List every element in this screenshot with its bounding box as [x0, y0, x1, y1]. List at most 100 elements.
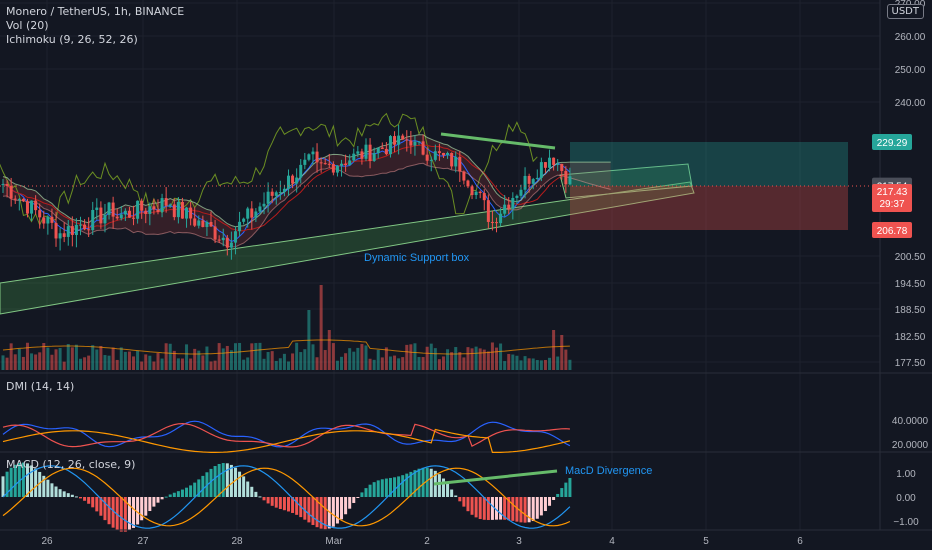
volume-bar — [274, 360, 278, 370]
volume-bar — [5, 357, 9, 370]
macd-histogram-bar — [176, 491, 180, 497]
candle-body — [262, 203, 266, 207]
ichimoku-indicator-label[interactable]: Ichimoku (9, 26, 52, 26) — [6, 33, 138, 46]
volume-bar — [160, 358, 164, 370]
macd-histogram-bar — [319, 497, 323, 529]
macd-histogram-bar — [50, 483, 54, 497]
volume-bar — [225, 345, 229, 370]
candle-body — [413, 141, 417, 146]
macd-histogram-bar — [201, 475, 205, 497]
macd-histogram-bar — [17, 463, 21, 497]
macd-histogram-bar — [152, 497, 156, 507]
candle-body — [238, 221, 242, 232]
volume-indicator-label[interactable]: Vol (20) — [6, 19, 49, 32]
volume-bar — [511, 354, 515, 370]
volume-bar — [111, 347, 115, 370]
macd-histogram-bar — [99, 497, 103, 516]
candle-body — [474, 191, 478, 196]
volume-bar — [221, 348, 225, 370]
volume-bar — [319, 285, 323, 370]
macd-histogram-bar — [172, 492, 176, 497]
candle-body — [250, 208, 254, 218]
volume-bar — [197, 350, 201, 370]
macd-histogram-bar — [466, 497, 470, 512]
candle-body — [437, 151, 441, 153]
candle-body — [78, 224, 82, 226]
macd-histogram-bar — [393, 477, 397, 497]
volume-bar — [238, 342, 242, 370]
volume-bar — [368, 358, 372, 370]
candle-body — [119, 214, 123, 219]
macd-tick-label: −1.00 — [893, 517, 919, 528]
currency-button[interactable]: USDT — [886, 4, 924, 19]
macd-histogram-bar — [331, 497, 335, 527]
macd-histogram-bar — [356, 497, 360, 498]
price-tick-label: 177.50 — [895, 358, 926, 369]
macd-histogram-bar — [425, 467, 429, 497]
volume-bar — [495, 347, 499, 370]
candle-body — [233, 231, 237, 243]
ichimoku-conversion-line — [2, 138, 571, 243]
volume-bar — [323, 350, 327, 370]
volume-bar — [454, 347, 458, 370]
dmi-legend[interactable]: DMI (14, 14) — [6, 380, 75, 393]
volume-bar — [205, 346, 209, 370]
volume-bar — [433, 348, 437, 370]
volume-bar — [119, 347, 123, 370]
candle-body — [46, 216, 50, 224]
volume-bar — [144, 354, 148, 370]
candle-body — [282, 188, 286, 193]
time-tick-label: 6 — [797, 536, 803, 547]
candle-body — [454, 156, 458, 167]
candle-body — [107, 202, 111, 215]
volume-bar — [87, 355, 91, 370]
macd-histogram-bar — [327, 497, 331, 529]
volume-bar — [450, 352, 454, 370]
macd-histogram-bar — [54, 486, 58, 497]
candle-body — [91, 209, 95, 231]
macd-histogram-bar — [1, 476, 5, 497]
candle-body — [495, 222, 499, 224]
volume-bar — [299, 352, 303, 370]
time-tick-label: 3 — [516, 536, 522, 547]
time-tick-label: 27 — [137, 536, 149, 547]
volume-bar — [409, 344, 413, 370]
time-tick-label: 26 — [41, 536, 53, 547]
macd-histogram-bar — [564, 482, 568, 497]
candle-body — [335, 165, 339, 173]
candle-body — [466, 180, 470, 187]
candle-body — [70, 226, 74, 235]
macd-divergence-annotation: MacD Divergence — [565, 465, 652, 477]
volume-bar — [209, 361, 213, 370]
price-label-box — [872, 134, 912, 150]
macd-histogram-bar — [34, 468, 38, 497]
volume-bar — [499, 343, 503, 370]
volume-bar — [282, 353, 286, 370]
macd-line — [2, 465, 571, 529]
volume-bar — [172, 350, 176, 370]
adx-line — [2, 428, 571, 453]
candle-body — [397, 135, 401, 145]
time-tick-label: 28 — [231, 536, 243, 547]
macd-histogram-bar — [278, 497, 282, 510]
candle-body — [548, 157, 552, 168]
macd-histogram-bar — [454, 495, 458, 497]
volume-bar — [340, 356, 344, 370]
volume-bar — [507, 353, 511, 370]
macd-legend[interactable]: MACD (12, 26, close, 9) — [6, 458, 136, 471]
candle-body — [531, 179, 535, 184]
volume-bar — [180, 358, 184, 370]
volume-bar — [490, 342, 494, 370]
candle-body — [87, 229, 91, 231]
macd-histogram-bar — [295, 497, 299, 515]
volume-bar — [91, 345, 95, 370]
candle-body — [299, 164, 303, 178]
price-tick-label: 188.50 — [895, 305, 926, 316]
macd-histogram-bar — [62, 491, 66, 497]
macd-histogram-bar — [74, 496, 78, 498]
volume-bar — [201, 355, 205, 370]
candle-body — [348, 160, 352, 166]
candle-body — [54, 222, 58, 239]
volume-bar — [515, 355, 519, 370]
